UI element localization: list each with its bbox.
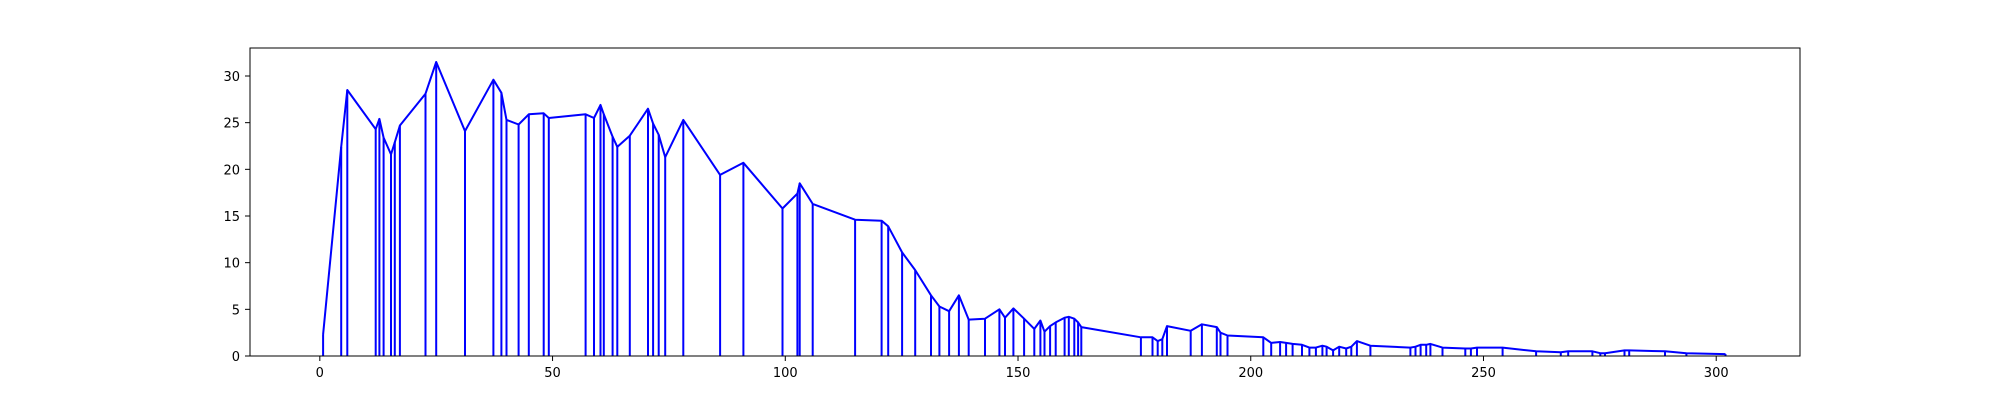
x-tick-label: 250 [1471,366,1496,381]
x-tick-label: 200 [1238,366,1263,381]
y-tick-label: 15 [223,210,240,225]
drop-lines [322,62,1727,356]
x-tick-label: 50 [544,366,561,381]
y-tick-label: 30 [223,70,240,85]
y-tick-label: 10 [223,257,240,272]
y-axis: 0 5 10 15 20 25 30 [223,70,250,365]
y-tick-label: 25 [223,117,240,132]
y-tick-label: 20 [223,163,240,178]
x-tick-label: 150 [1006,366,1031,381]
plot-frame [249,47,1801,357]
y-tick-label: 5 [232,303,240,318]
y-tick-label: 0 [232,350,240,365]
plot-area [250,48,1800,356]
x-axis: 0 50 100 150 200 250 300 [316,356,1729,381]
x-tick-label: 100 [773,366,798,381]
x-tick-label: 0 [316,366,324,381]
x-tick-label: 300 [1704,366,1729,381]
series-line [322,61,1726,356]
